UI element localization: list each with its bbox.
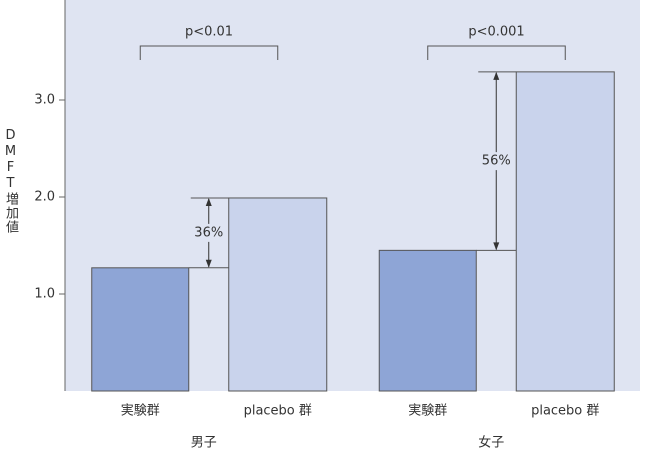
y-tick-label: 3.0 (34, 93, 55, 108)
bar (378, 249, 477, 392)
group-label: 男子 (191, 436, 217, 451)
group-label: 女子 (478, 435, 504, 451)
significance-bracket (139, 45, 279, 60)
bar (515, 71, 615, 392)
arrow-head (205, 197, 212, 206)
x-tick-label: 実験群 (408, 403, 447, 419)
arrow-head (493, 71, 500, 80)
bar (91, 267, 190, 392)
arrow-head (493, 242, 500, 251)
bar (228, 197, 328, 392)
y-axis-label: DMFT増加値 (3, 128, 18, 234)
label-bg (191, 223, 226, 242)
y-tick-label: 1.0 (34, 287, 55, 302)
arrow-head (205, 259, 212, 268)
y-tick-label: 2.0 (34, 190, 55, 205)
difference-label: 56% (482, 154, 511, 169)
significance-label: p<0.001 (468, 25, 524, 40)
x-tick-label: placebo 群 (531, 404, 599, 419)
label-bg (479, 152, 514, 171)
significance-label: p<0.01 (185, 25, 233, 40)
x-tick-label: 実験群 (121, 403, 160, 419)
significance-bracket (427, 45, 566, 60)
difference-label: 36% (194, 225, 223, 240)
x-tick-label: placebo 群 (244, 404, 312, 419)
